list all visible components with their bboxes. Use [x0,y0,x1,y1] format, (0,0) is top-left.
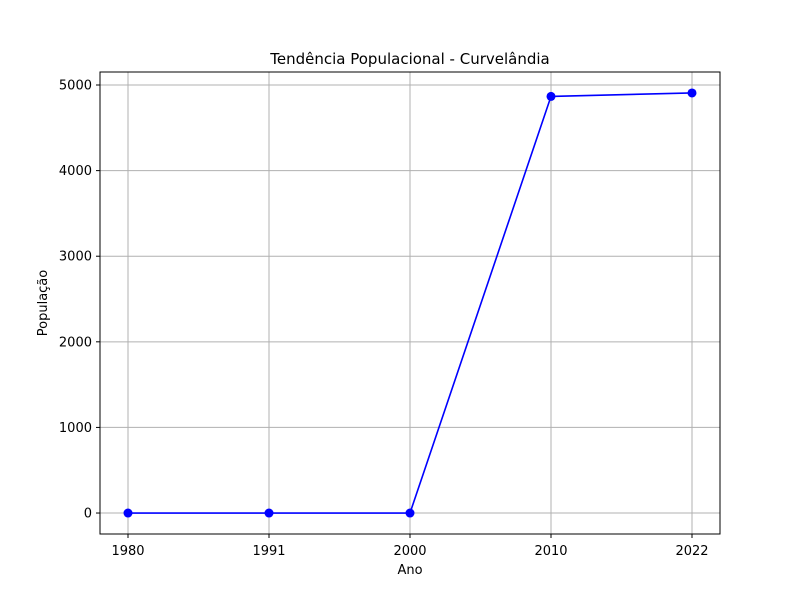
y-axis-label: População [36,270,51,337]
data-point [405,508,415,518]
tick-layer: 1980 1991 2000 2010 2022 0 1000 2000 3000 4000 500… [59,79,709,559]
data-point [687,88,697,98]
data-point [546,91,556,101]
x-tick-label: 2022 [675,544,708,559]
x-tick-label: 1991 [252,544,285,559]
data-point [264,508,274,518]
y-tick-label: 1000 [59,421,92,436]
y-tick-label: 2000 [59,335,92,350]
x-axis-label: Ano [397,563,422,578]
x-tick-label: 2000 [393,544,426,559]
y-tick-label: 3000 [59,250,92,265]
series-layer [123,88,697,518]
grid-layer [100,72,720,534]
y-tick-label: 4000 [59,164,92,179]
y-tick-label: 5000 [59,79,92,94]
x-tick-label: 1980 [111,544,144,559]
data-point [123,508,133,518]
x-tick-label: 2010 [534,544,567,559]
y-tick-label: 0 [84,507,92,522]
chart-title: Tendência Populacional - Curvelândia [269,50,549,68]
